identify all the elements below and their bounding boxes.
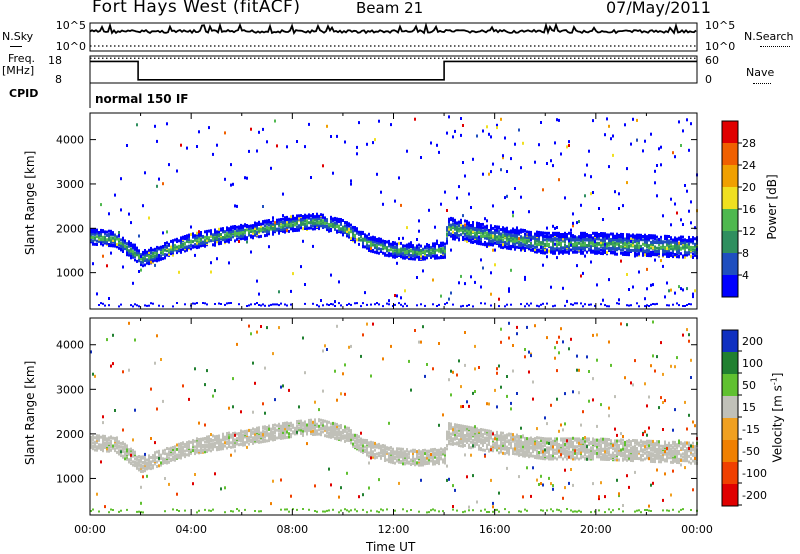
velocity-colorbar-swatch-6 xyxy=(722,462,738,484)
velocity-colorbar-swatch-4 xyxy=(722,418,738,440)
velocity-colorbar-tick-1: 100 xyxy=(742,357,763,370)
noise-panel: 10^5 10^0 10^5 10^0 xyxy=(56,19,735,53)
velocity-ytick-label-3000: 3000 xyxy=(56,383,84,396)
axes: 00:00 04:00 08:00 12:00 16:00 20:00 00:00 xyxy=(74,523,713,536)
power-colorbar-tick-3: 16 xyxy=(742,203,756,216)
power-colorbar-swatch-0 xyxy=(722,275,738,297)
power-colorbar-label: Power [dB] xyxy=(765,174,779,240)
power-colorbar-swatch-2 xyxy=(722,231,738,253)
frequency-panel: 18 8 60 0 xyxy=(48,54,719,108)
noise-right-tick-top: 10^5 xyxy=(705,19,735,32)
freq-right-tick-bottom: 0 xyxy=(705,73,712,86)
nsky-label: N.Sky xyxy=(2,30,34,43)
velocity-colorbar-tick-7: -200 xyxy=(742,489,767,502)
velocity-colorbar-tick-6: -100 xyxy=(742,467,767,480)
power-colorbar-swatch-3 xyxy=(722,209,738,231)
velocity-ytick-label-4000: 4000 xyxy=(56,339,84,352)
power-ytick-label-2000: 2000 xyxy=(56,222,84,235)
nsearch-label: N.Search xyxy=(744,30,794,43)
velocity-colorbar-swatch-0 xyxy=(722,330,738,352)
freq-series-line xyxy=(90,60,697,81)
nsky-legend-line xyxy=(10,46,22,47)
velocity-colorbar-tick-3: 15 xyxy=(742,401,756,414)
freq-label: Freq. xyxy=(8,52,36,65)
power-colorbar-swatch-4 xyxy=(722,187,738,209)
noise-left-tick-top: 10^5 xyxy=(56,19,86,32)
cpid-value: normal 150 IF xyxy=(95,92,189,106)
power-scatter-cells xyxy=(90,115,698,308)
time-tick-label-3: 12:00 xyxy=(378,523,410,536)
noise-right-tick-bottom: 10^0 xyxy=(705,40,735,53)
power-colorbar-swatch-1 xyxy=(722,253,738,275)
velocity-colorbar-swatch-1 xyxy=(722,352,738,374)
station-title: Fort Hays West (fitACF) xyxy=(92,0,301,17)
power-ytick-label-3000: 3000 xyxy=(56,178,84,191)
date-title: 07/May/2011 xyxy=(606,0,711,17)
time-tick-label-4: 16:00 xyxy=(479,523,511,536)
power-background xyxy=(90,113,697,309)
time-tick-label-0: 00:00 xyxy=(74,523,106,536)
power-colorbar-swatch-6 xyxy=(722,143,738,165)
power-colorbar-tick-6: 28 xyxy=(742,137,756,150)
nsearch-legend-line xyxy=(760,46,790,47)
nave-label: Nave xyxy=(746,66,775,79)
velocity-ytick-label-2000: 2000 xyxy=(56,428,84,441)
nsky-series-line xyxy=(89,22,697,36)
time-tick-label-6: 00:00 xyxy=(681,523,713,536)
power-colorbar-tick-2: 12 xyxy=(742,225,756,238)
velocity-colorbar-swatch-3 xyxy=(722,396,738,418)
velocity-colorbar-swatch-2 xyxy=(722,374,738,396)
noise-left-tick-bottom: 10^0 xyxy=(56,40,86,53)
velocity-background xyxy=(90,318,697,515)
velocity-colorbar-swatch-5 xyxy=(722,440,738,462)
freq-frame xyxy=(89,55,698,84)
time-tick-label-1: 04:00 xyxy=(175,523,207,536)
time-tick-label-5: 20:00 xyxy=(580,523,612,536)
beam-title: Beam 21 xyxy=(356,0,424,17)
velocity-colorbar-tick-4: -15 xyxy=(742,423,760,436)
time-tick-label-2: 08:00 xyxy=(276,523,308,536)
noise-frame xyxy=(89,22,698,52)
freq-unit-label: [MHz] xyxy=(2,64,35,77)
power-colorbar-tick-1: 8 xyxy=(742,247,749,260)
cpid-label: CPID xyxy=(9,87,39,100)
velocity-colorbar-tick-0: 200 xyxy=(742,335,763,348)
velocity-scatter-cells xyxy=(90,320,698,514)
power-colorbar-swatch-5 xyxy=(722,165,738,187)
velocity-colorbar-tick-5: -50 xyxy=(742,445,760,458)
velocity-ylabel: Slant Range [km] xyxy=(23,360,37,465)
power-colorbar-tick-5: 24 xyxy=(742,159,756,172)
power-panel: 1000 2000 3000 4000 xyxy=(56,112,698,310)
velocity-colorbar-swatch-7 xyxy=(722,484,738,506)
velocity-colorbar-label: Velocity [m s-1] xyxy=(769,372,785,463)
freq-left-tick-top: 18 xyxy=(48,54,62,67)
velocity-panel: 1000 2000 3000 4000 xyxy=(56,317,698,516)
colorbars: 4 8 12 16 20 24 28 200 100 50 15 -15 -50 -100 -200 xyxy=(721,120,767,507)
power-ytick-label-1000: 1000 xyxy=(56,267,84,280)
freq-left-tick-bottom: 8 xyxy=(55,73,62,86)
power-colorbar-swatch-7 xyxy=(722,121,738,143)
velocity-colorbar-tick-2: 50 xyxy=(742,379,756,392)
power-colorbar-tick-4: 20 xyxy=(742,181,756,194)
velocity-colorbar-frame xyxy=(721,329,739,507)
nave-legend-line xyxy=(753,83,771,84)
velocity-ytick-label-1000: 1000 xyxy=(56,472,84,485)
power-ylabel: Slant Range [km] xyxy=(23,150,37,255)
power-colorbar-tick-0: 4 xyxy=(742,269,749,282)
freq-right-tick-top: 60 xyxy=(705,54,719,67)
time-xlabel: Time UT xyxy=(366,540,416,554)
power-ytick-label-4000: 4000 xyxy=(56,134,84,147)
